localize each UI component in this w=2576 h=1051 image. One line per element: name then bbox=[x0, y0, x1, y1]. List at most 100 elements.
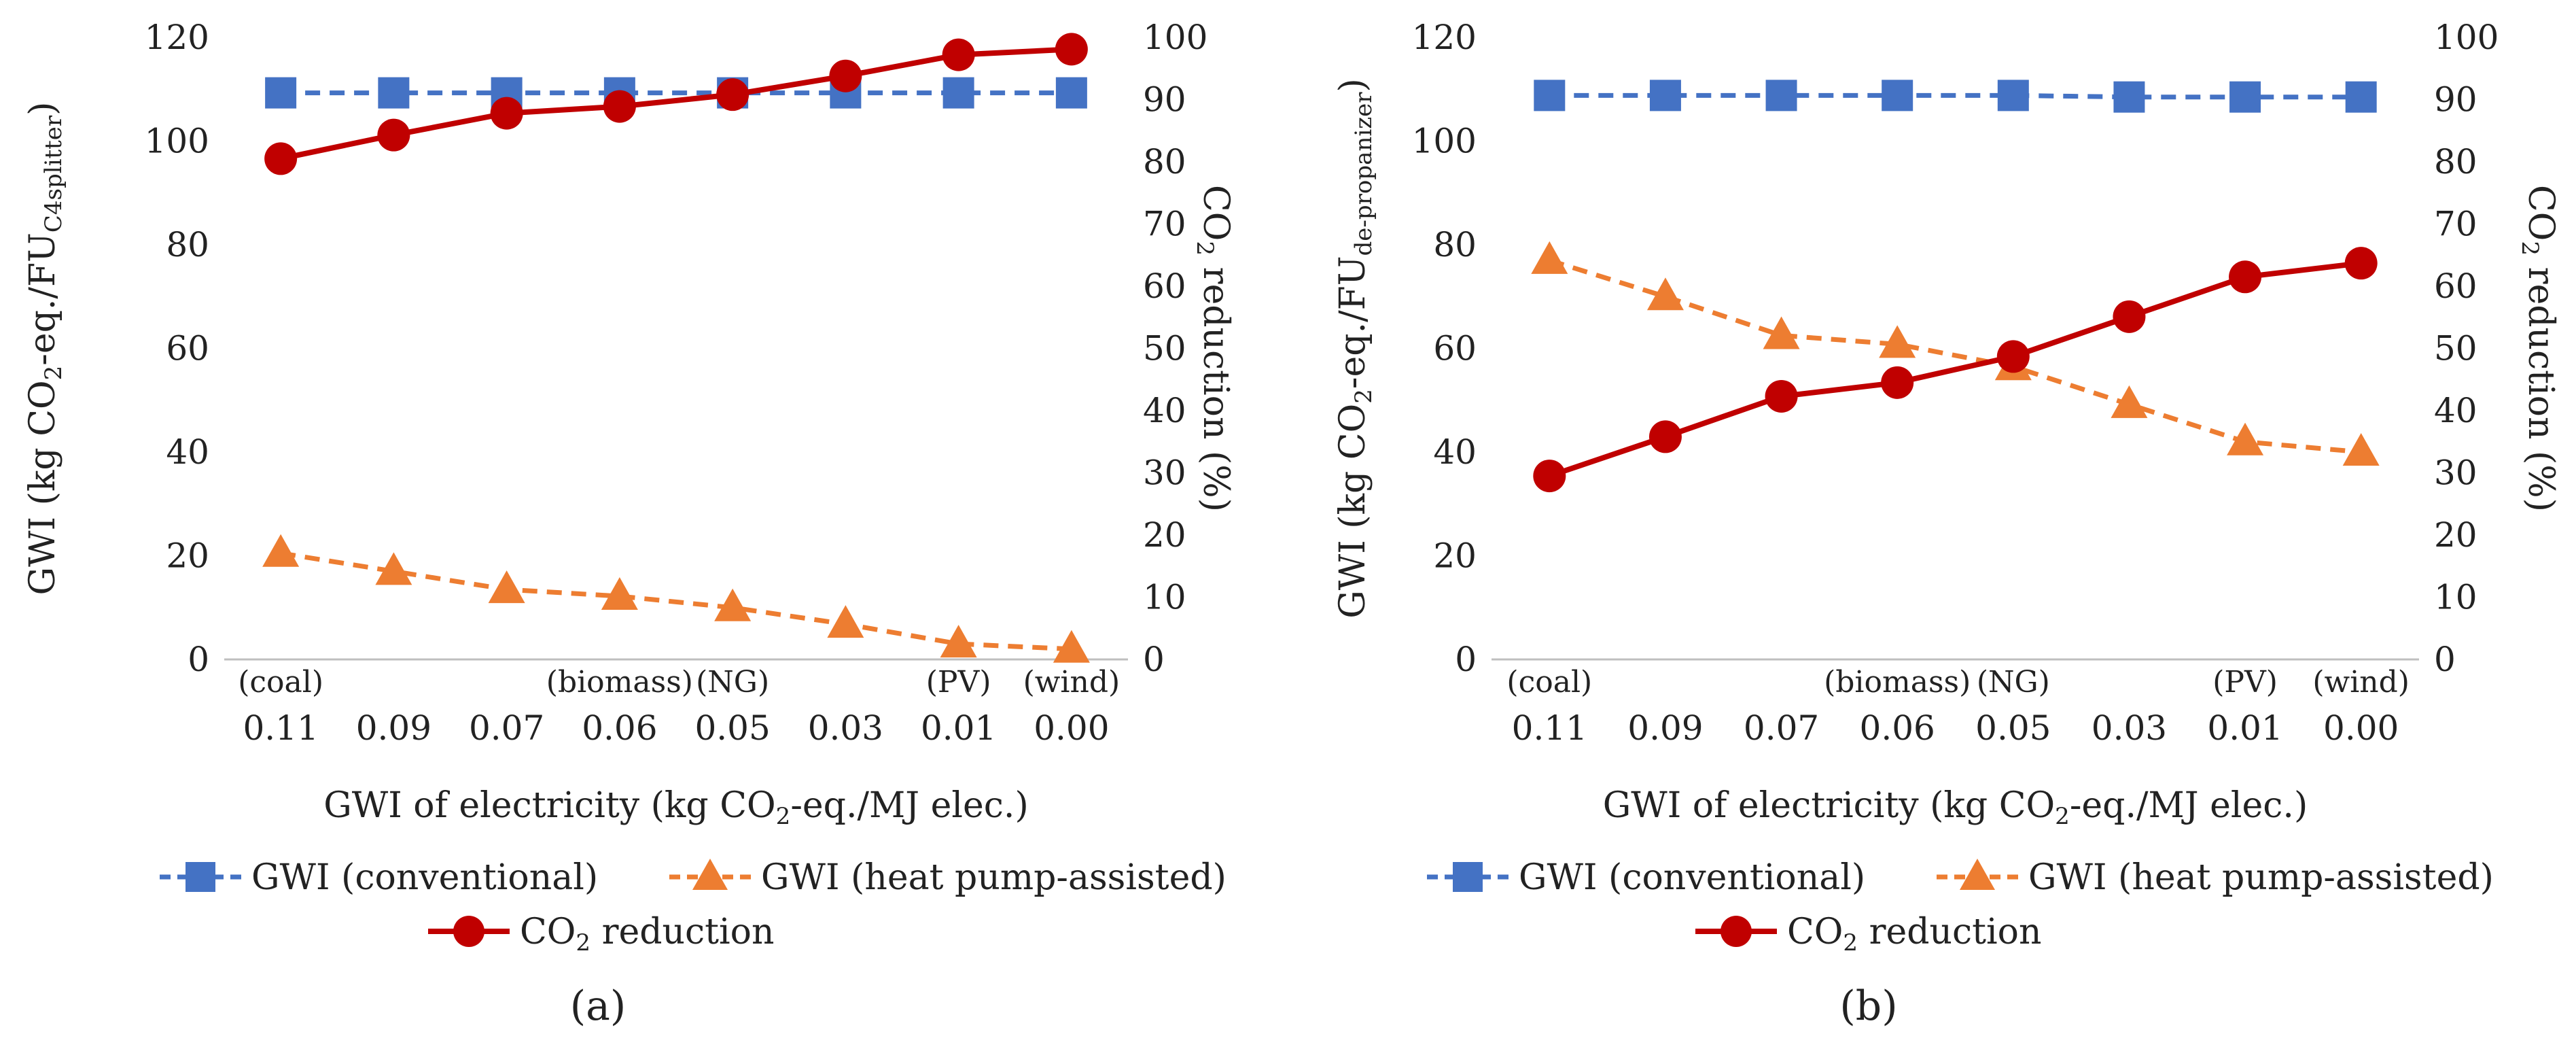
y-right-tick-label: 30 bbox=[2434, 453, 2477, 493]
y-right-tick-label: 70 bbox=[2434, 205, 2477, 244]
x-tick-label: 0.03 bbox=[808, 708, 883, 748]
x-tick-label: 0.06 bbox=[1860, 708, 1935, 748]
legend-label: GWI (conventional) bbox=[1519, 857, 1865, 898]
x-axis-title: GWI of electricity (kg CO2-eq./MJ elec.) bbox=[1603, 785, 2308, 830]
x-tick-label: 0.03 bbox=[2092, 708, 2167, 748]
y-right-tick-label: 80 bbox=[2434, 142, 2477, 182]
legend-label: CO2 reduction bbox=[520, 912, 774, 957]
series-line-co2-reduction bbox=[1549, 260, 2362, 479]
y-left-tick-label: 40 bbox=[1433, 432, 1477, 472]
series-line-heat-pump bbox=[280, 551, 1072, 652]
point-co2-reduction bbox=[264, 142, 298, 175]
point-co2-reduction bbox=[2229, 260, 2262, 294]
point-co2-reduction bbox=[1055, 33, 1088, 66]
point-co2-reduction bbox=[490, 97, 523, 130]
y-left-tick-label: 20 bbox=[1433, 536, 1477, 576]
legend-item: GWI (conventional) bbox=[1427, 857, 1865, 898]
y-left-tick-label: 80 bbox=[1433, 225, 1477, 264]
y-right-tick-label: 20 bbox=[1143, 515, 1186, 555]
x-tick-label: 0.00 bbox=[2323, 708, 2399, 748]
legend-triangle-marker bbox=[1960, 859, 1995, 890]
legend-triangle-marker bbox=[692, 859, 728, 890]
point-co2-reduction bbox=[829, 59, 862, 92]
y-right-tick-label: 40 bbox=[1143, 391, 1186, 430]
y-right-tick-label: 10 bbox=[2434, 578, 2477, 617]
legend-circle-marker bbox=[453, 916, 484, 947]
y-right-tick-label: 100 bbox=[1143, 18, 1207, 57]
y-left-tick-label: 120 bbox=[145, 18, 209, 57]
x-tick-label: 0.05 bbox=[1975, 708, 2051, 748]
point-conventional bbox=[378, 77, 410, 109]
point-heat-pump bbox=[1646, 277, 1684, 311]
point-co2-reduction bbox=[1881, 366, 1914, 399]
point-heat-pump bbox=[1531, 241, 1568, 274]
y-left-tick-label: 40 bbox=[166, 432, 209, 472]
legend-item: CO2 reduction bbox=[428, 912, 774, 957]
legend-item: GWI (conventional) bbox=[160, 857, 598, 898]
y-right-tick-label: 50 bbox=[1143, 329, 1186, 368]
legend-label: GWI (heat pump-assisted) bbox=[761, 857, 1227, 898]
x-tick-label: 0.01 bbox=[2207, 708, 2282, 748]
point-conventional bbox=[1997, 80, 2029, 111]
point-conventional bbox=[1882, 80, 1913, 111]
point-heat-pump bbox=[714, 588, 752, 621]
y-left-tick-label: 0 bbox=[1455, 640, 1477, 679]
x-category-note: (wind) bbox=[1023, 665, 1121, 700]
point-heat-pump bbox=[262, 534, 300, 567]
point-conventional bbox=[942, 77, 974, 109]
y-right-tick-label: 60 bbox=[2434, 266, 2477, 306]
legend-item: GWI (heat pump-assisted) bbox=[1937, 857, 2494, 898]
point-conventional bbox=[1055, 77, 1087, 109]
x-tick-label: 0.00 bbox=[1034, 708, 1109, 748]
legend-label: CO2 reduction bbox=[1787, 912, 2041, 957]
series-line-co2-reduction bbox=[280, 46, 1072, 162]
point-co2-reduction bbox=[1648, 420, 1682, 453]
point-heat-pump bbox=[2111, 385, 2148, 418]
y-right-tick-label: 20 bbox=[2434, 515, 2477, 555]
y-right-tick-label: 30 bbox=[1143, 453, 1186, 493]
x-category-note: (wind) bbox=[2312, 665, 2410, 700]
y-right-tick-label: 50 bbox=[2434, 329, 2477, 368]
point-heat-pump bbox=[1053, 630, 1090, 663]
y-right-tick-label: 100 bbox=[2434, 18, 2499, 57]
point-heat-pump bbox=[2342, 433, 2380, 466]
x-category-note: (coal) bbox=[238, 665, 323, 700]
legend-square-marker bbox=[186, 862, 215, 892]
y-right-tick-label: 70 bbox=[1143, 205, 1186, 244]
point-co2-reduction bbox=[716, 78, 749, 111]
y-left-tick-label: 80 bbox=[166, 225, 209, 264]
y-right-tick-label: 90 bbox=[2434, 80, 2477, 120]
chart-panel-a: 0 20 40 60 80 100 120 0 10 20 30 40 50 60 70 80 90 100 0.1… bbox=[22, 18, 1236, 1030]
series-line-conventional bbox=[1549, 92, 2361, 100]
y-right-axis-title: CO2 reduction (%) bbox=[1191, 185, 1236, 512]
x-tick-label: 0.11 bbox=[243, 708, 318, 748]
x-axis-title: GWI of electricity (kg CO2-eq./MJ elec.) bbox=[323, 785, 1028, 830]
x-tick-label: 0.01 bbox=[921, 708, 996, 748]
point-co2-reduction bbox=[2113, 300, 2146, 333]
point-heat-pump bbox=[1763, 316, 1800, 349]
x-tick-label: 0.11 bbox=[1512, 708, 1587, 748]
legend-circle-marker bbox=[1721, 916, 1752, 947]
x-tick-label: 0.07 bbox=[469, 708, 544, 748]
point-heat-pump bbox=[488, 570, 525, 604]
point-co2-reduction bbox=[377, 118, 410, 152]
legend-square-marker bbox=[1453, 862, 1483, 892]
legend-label: GWI (conventional) bbox=[251, 857, 598, 898]
y-right-tick-label: 80 bbox=[1143, 142, 1186, 182]
y-right-tick-label: 10 bbox=[1143, 578, 1186, 617]
series-line-heat-pump bbox=[1549, 258, 2362, 455]
point-co2-reduction bbox=[1765, 379, 1798, 413]
point-co2-reduction bbox=[1996, 340, 2030, 373]
point-co2-reduction bbox=[603, 90, 636, 123]
y-right-tick-label: 90 bbox=[1143, 80, 1186, 120]
panel-caption: (b) bbox=[1839, 982, 1897, 1030]
x-category-note: (biomass) bbox=[546, 665, 693, 700]
y-left-tick-label: 60 bbox=[166, 329, 209, 368]
y-left-tick-label: 20 bbox=[166, 536, 209, 576]
y-right-tick-label: 60 bbox=[1143, 266, 1186, 306]
legend-item: CO2 reduction bbox=[1695, 912, 2041, 957]
y-right-axis-title: CO2 reduction (%) bbox=[2516, 185, 2561, 512]
point-conventional bbox=[2229, 81, 2261, 113]
y-right-tick-label: 0 bbox=[1143, 640, 1165, 679]
